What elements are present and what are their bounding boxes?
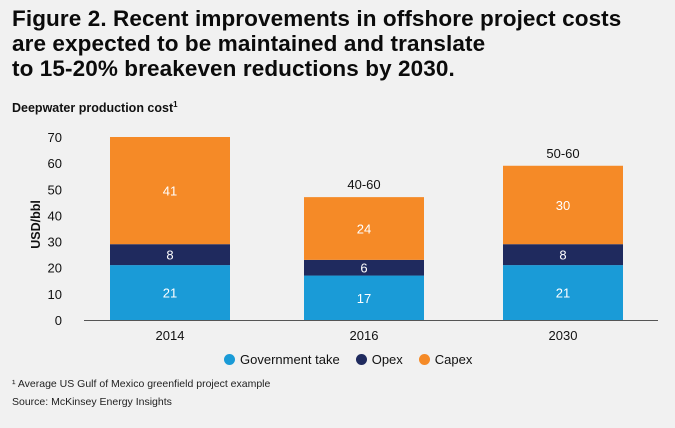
y-tick-label: 70 <box>48 130 62 145</box>
x-tick-label-2030: 2030 <box>549 328 578 343</box>
title-line-1: Figure 2. Recent improvements in offshor… <box>12 6 622 31</box>
range-label-2030: 50-60 <box>546 146 579 161</box>
legend-dot-opex <box>355 353 367 365</box>
title-line-2: are expected to be maintained and transl… <box>12 31 486 56</box>
data-label-government-take-2014: 21 <box>163 286 177 301</box>
y-axis-title: USD/bbl <box>29 200 43 249</box>
bar-segment-opex-2014 <box>110 244 230 266</box>
bar-segment-capex-2016 <box>304 197 424 260</box>
range-label-2016: 40-60 <box>347 177 380 192</box>
y-tick-label: 10 <box>48 287 62 302</box>
data-label-capex-2016: 24 <box>357 222 371 237</box>
data-label-opex-2014: 8 <box>166 248 173 263</box>
bar-segment-opex-2030 <box>503 244 623 266</box>
legend-item-capex: Capex <box>418 351 473 367</box>
figure-title: Figure 2. Recent improvements in offshor… <box>12 6 662 81</box>
data-label-capex-2014: 41 <box>163 184 177 199</box>
subtitle-footnote-marker: 1 <box>173 100 178 109</box>
legend-label-capex: Capex <box>434 351 473 367</box>
y-tick-label: 30 <box>48 235 62 250</box>
data-label-opex-2030: 8 <box>559 248 566 263</box>
bar-segment-opex-2016 <box>304 259 424 276</box>
data-label-government-take-2030: 21 <box>556 286 570 301</box>
legend-item-government: Government take <box>224 352 340 367</box>
y-tick-label: 50 <box>48 182 62 197</box>
source-note: Source: McKinsey Energy Insights <box>12 396 172 408</box>
chart-legend: Government take Opex Capex <box>224 350 472 368</box>
y-tick-label: 60 <box>48 156 62 171</box>
y-tick-label: 40 <box>48 208 62 223</box>
legend-dot-capex <box>418 353 430 365</box>
bar-segment-capex-2014 <box>110 137 230 245</box>
bar-segment-government-take-2016 <box>304 275 424 320</box>
data-label-government-take-2016: 17 <box>357 291 371 306</box>
title-line-3: to 15-20% breakeven reductions by 2030. <box>12 56 455 81</box>
legend-item-opex: Opex <box>355 351 403 367</box>
bar-segment-capex-2030 <box>503 165 623 245</box>
y-tick-label: 20 <box>48 261 62 276</box>
bar-segment-government-take-2014 <box>110 265 230 320</box>
legend-label-government: Government take <box>240 351 340 367</box>
bar-segment-government-take-2030 <box>503 265 623 320</box>
data-label-capex-2030: 30 <box>556 198 570 213</box>
footnote: ¹ Average US Gulf of Mexico greenfield p… <box>12 378 271 390</box>
legend-dot-government <box>224 353 235 365</box>
subtitle-text: Deepwater production cost <box>12 101 174 116</box>
chart-subtitle: Deepwater production cost1 <box>12 100 178 115</box>
legend-label-opex: Opex <box>371 351 403 367</box>
data-label-opex-2016: 6 <box>360 261 367 276</box>
y-tick-label: 0 <box>55 313 62 328</box>
x-tick-label-2016: 2016 <box>350 328 379 343</box>
x-tick-label-2014: 2014 <box>156 328 185 343</box>
